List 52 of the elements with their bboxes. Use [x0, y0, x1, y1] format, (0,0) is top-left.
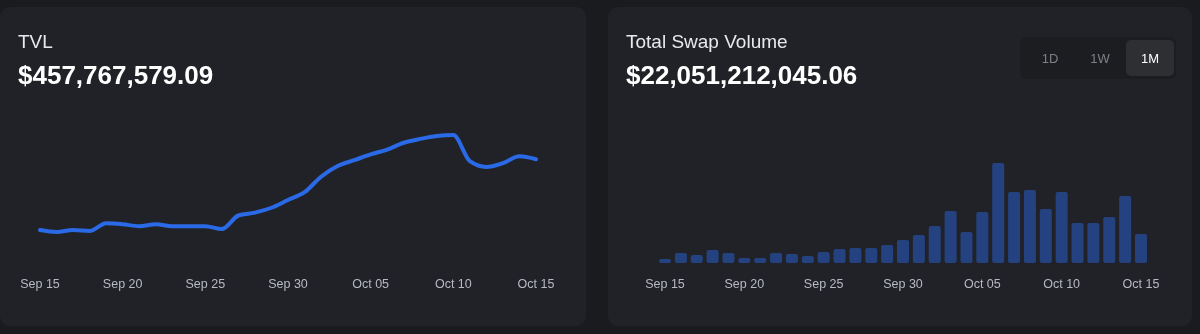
bar: [944, 211, 957, 263]
bar: [722, 253, 735, 263]
text: 1W: [1090, 51, 1111, 66]
bar: [659, 259, 671, 263]
x-tick-label: Sep 20: [102, 277, 143, 291]
x-tick-label: Sep 30: [883, 277, 923, 291]
bar: [976, 212, 989, 263]
bar: [912, 235, 925, 263]
bar: [1087, 223, 1100, 263]
bar: [928, 226, 941, 263]
bar: [770, 253, 783, 263]
x-tick-label: Oct 10: [1043, 277, 1081, 291]
bar: [1023, 190, 1036, 263]
bar: [1135, 234, 1147, 263]
bar: [706, 250, 719, 263]
bar: [754, 258, 767, 263]
x-tick-label: Sep 15: [645, 277, 685, 291]
text: 1M: [1140, 51, 1160, 66]
bar: [833, 249, 846, 263]
bar: [817, 252, 830, 263]
chart-title: Total Swap Volume: [626, 31, 788, 52]
bar: [690, 255, 703, 263]
chart-subtitle: $457,767,579.09: [18, 60, 214, 90]
bar: [1039, 209, 1052, 263]
bar: [865, 248, 878, 263]
bar: [1103, 217, 1116, 263]
x-tick-label: Oct 05: [352, 277, 390, 291]
chart-title: TVL: [18, 31, 53, 52]
bar: [960, 232, 973, 263]
bar: [881, 245, 894, 263]
x-tick-label: Sep 25: [803, 277, 844, 291]
chart-subtitle: $22,051,212,045.06: [626, 60, 858, 90]
x-tick-label: Oct 15: [1122, 277, 1160, 291]
bar: [1071, 223, 1084, 263]
bar: [785, 254, 798, 263]
x-tick-label: Sep 30: [268, 277, 308, 291]
bar: [1119, 196, 1132, 263]
x-tick-label: Sep 20: [724, 277, 765, 291]
bar: [1008, 192, 1021, 263]
x-tick-label: Oct 15: [517, 277, 555, 291]
bar: [849, 248, 862, 263]
bar: [674, 253, 687, 263]
bar: [897, 240, 909, 263]
x-tick-label: Sep 15: [20, 277, 60, 291]
bar: [801, 256, 814, 263]
x-tick-label: Sep 25: [185, 277, 226, 291]
bar: [992, 163, 1005, 263]
bar: [1055, 192, 1068, 263]
x-tick-label: Oct 10: [434, 277, 472, 291]
bar: [738, 258, 751, 263]
text: 1D: [1041, 51, 1059, 66]
x-tick-label: Oct 05: [963, 277, 1001, 291]
